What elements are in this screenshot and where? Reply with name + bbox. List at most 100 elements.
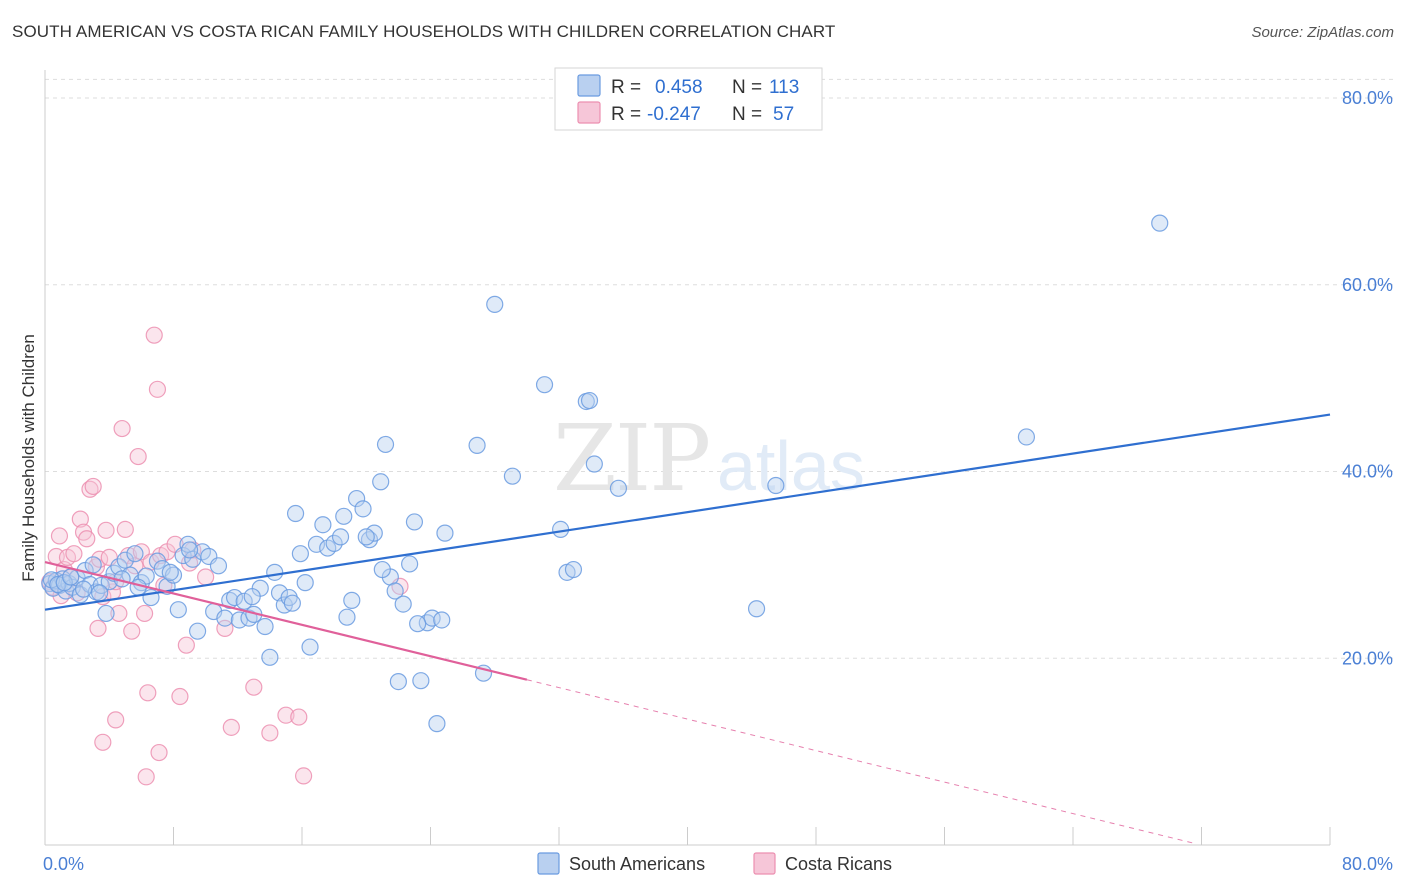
south-american-point bbox=[767, 476, 785, 495]
legend-swatch-costa-rican bbox=[577, 101, 601, 124]
series-legend-swatch-south-american bbox=[537, 852, 560, 875]
correlation-legend: R = 0.458 N = 113 R = -0.247 N = 57 bbox=[554, 67, 823, 131]
costa-rican-point bbox=[50, 527, 69, 545]
legend-n-label-1: N = bbox=[732, 77, 762, 98]
costa-rican-point bbox=[78, 530, 96, 548]
south-american-point bbox=[283, 594, 301, 612]
south-american-point bbox=[180, 541, 199, 559]
costa-rican-point bbox=[71, 510, 89, 528]
series-legend-south-american: South Americans bbox=[569, 854, 705, 874]
south-american-point bbox=[343, 591, 361, 609]
chart-title: SOUTH AMERICAN VS COSTA RICAN FAMILY HOU… bbox=[12, 22, 836, 41]
costa-rican-trend-extension bbox=[526, 679, 1194, 844]
costa-rican-point bbox=[197, 568, 215, 586]
south-american-point bbox=[301, 638, 319, 656]
trend-lines bbox=[44, 413, 1331, 844]
south-american-point bbox=[221, 591, 239, 609]
south-american-trend-line bbox=[44, 413, 1331, 611]
south-american-point bbox=[209, 557, 228, 575]
costa-rican-point bbox=[81, 480, 99, 498]
costa-rican-point bbox=[123, 622, 141, 640]
south-american-point bbox=[357, 528, 375, 546]
legend-n-label-2: N = bbox=[732, 104, 762, 125]
watermark-zip: ZIP bbox=[553, 405, 709, 512]
south-american-point bbox=[314, 516, 332, 534]
south-american-point bbox=[409, 615, 427, 633]
south-american-point bbox=[74, 580, 93, 598]
south-american-point bbox=[1017, 428, 1036, 446]
south-american-point bbox=[286, 504, 305, 523]
south-american-point bbox=[503, 467, 522, 485]
watermark: ZIP atlas bbox=[553, 405, 865, 512]
legend-n-value-2: 57 bbox=[773, 104, 794, 125]
costa-rican-point bbox=[113, 419, 131, 438]
costa-rican-point bbox=[148, 380, 167, 398]
south-american-point bbox=[365, 524, 383, 542]
south-american-point bbox=[433, 611, 451, 629]
south-american-point bbox=[235, 592, 253, 610]
costa-rican-point bbox=[129, 447, 147, 466]
south-american-point bbox=[49, 575, 67, 594]
south-american-point bbox=[394, 595, 412, 613]
costa-rican-point bbox=[116, 520, 134, 538]
south-american-point bbox=[126, 545, 144, 563]
costa-rican-point bbox=[177, 636, 195, 654]
costa-rican-point bbox=[84, 477, 102, 496]
grid-lines bbox=[45, 78, 1393, 659]
south-american-point bbox=[243, 588, 261, 606]
watermark-atlas: atlas bbox=[717, 427, 865, 505]
south-american-point bbox=[354, 500, 372, 518]
south-american-point bbox=[225, 588, 244, 607]
south-american-point bbox=[291, 545, 309, 563]
south-american-point bbox=[84, 556, 102, 574]
costa-rican-point bbox=[245, 678, 263, 696]
costa-rican-point bbox=[295, 767, 313, 785]
costa-rican-point bbox=[139, 684, 157, 702]
costa-rican-point bbox=[97, 521, 115, 539]
costa-rican-point bbox=[171, 687, 189, 706]
south-american-point bbox=[585, 455, 603, 473]
south-american-point bbox=[747, 600, 766, 618]
south-american-point bbox=[376, 435, 395, 454]
series-legend-swatch-costa-rican bbox=[753, 852, 776, 875]
y-tick-label: 20.0% bbox=[1342, 648, 1393, 668]
legend-r-label-1: R = bbox=[611, 77, 641, 98]
south-american-point bbox=[261, 648, 279, 666]
series-legend: South Americans Costa Ricans bbox=[537, 852, 892, 875]
south-american-point bbox=[296, 574, 314, 592]
costa-rican-point bbox=[65, 545, 83, 563]
legend-n-value-1: 113 bbox=[769, 77, 799, 98]
south-american-point bbox=[372, 473, 390, 491]
south-american-point bbox=[266, 563, 284, 581]
x-tick-label-min: 0.0% bbox=[43, 854, 84, 874]
south-american-point bbox=[307, 535, 326, 553]
south-american-point bbox=[256, 617, 274, 636]
costa-rican-point bbox=[107, 711, 125, 729]
south-american-point bbox=[468, 436, 486, 454]
costa-rican-point bbox=[290, 708, 308, 726]
south-american-point bbox=[401, 555, 419, 573]
costa-rican-point bbox=[94, 733, 112, 751]
south-american-point bbox=[216, 609, 234, 627]
costa-rican-point bbox=[150, 743, 168, 762]
y-tick-label: 80.0% bbox=[1342, 88, 1393, 108]
south-american-point bbox=[580, 391, 599, 410]
costa-rican-point bbox=[277, 706, 295, 724]
south-american-point bbox=[412, 672, 430, 690]
axes: 20.0% 40.0% 60.0% 80.0% 0.0% 80.0% bbox=[43, 70, 1393, 874]
south-american-point bbox=[62, 568, 80, 586]
south-american-point bbox=[405, 513, 424, 531]
south-american-point bbox=[564, 560, 583, 579]
legend-r-value-2: -0.247 bbox=[647, 104, 701, 125]
legend-swatch-south-american bbox=[577, 74, 601, 97]
south-american-point bbox=[535, 376, 554, 394]
south-american-point bbox=[389, 672, 407, 691]
costa-rican-point bbox=[145, 326, 163, 344]
south-american-point bbox=[164, 566, 183, 584]
series-legend-costa-rican: Costa Ricans bbox=[785, 854, 892, 874]
south-american-point bbox=[428, 715, 446, 733]
x-tick-label-max: 80.0% bbox=[1342, 854, 1393, 874]
south-american-point bbox=[91, 584, 109, 602]
south-american-points bbox=[41, 214, 1169, 733]
